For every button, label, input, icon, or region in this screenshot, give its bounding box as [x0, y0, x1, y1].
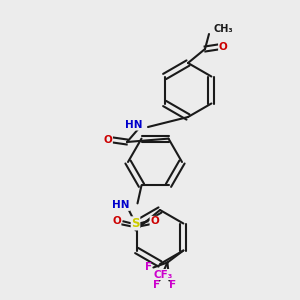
Text: S: S — [131, 217, 140, 230]
Text: O: O — [219, 42, 227, 52]
Text: CH₃: CH₃ — [214, 24, 234, 34]
Text: CF₃: CF₃ — [154, 269, 173, 280]
Text: F: F — [145, 262, 152, 272]
Text: O: O — [150, 216, 159, 226]
Text: F: F — [153, 280, 160, 290]
Text: F: F — [169, 280, 176, 290]
Text: HN: HN — [112, 200, 130, 210]
Text: O: O — [112, 216, 121, 226]
Text: HN: HN — [124, 120, 142, 130]
Text: O: O — [103, 135, 112, 145]
